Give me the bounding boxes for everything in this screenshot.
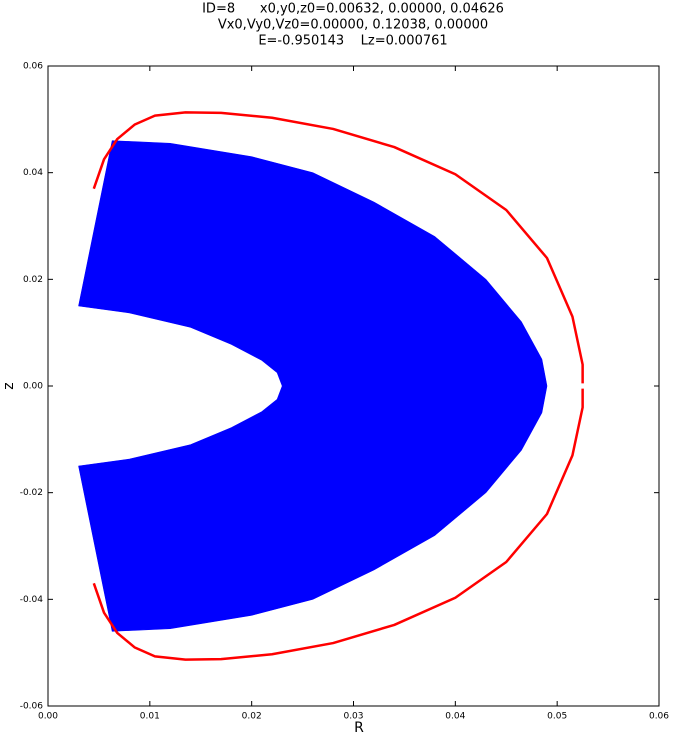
chart-title: E=-0.950143 Lz=0.000761 <box>258 34 447 49</box>
x-tick-label: 0.03 <box>343 712 363 722</box>
x-tick-label: 0.06 <box>649 712 669 722</box>
y-tick-label: 0.06 <box>23 62 43 72</box>
y-tick-label: -0.04 <box>20 595 44 605</box>
y-tick-label: 0.04 <box>23 168 43 178</box>
y-axis-label: z <box>1 382 17 389</box>
y-tick-label: 0.00 <box>23 382 43 392</box>
x-tick-label: 0.04 <box>445 712 465 722</box>
y-tick-label: -0.06 <box>20 702 44 712</box>
x-tick-label: 0.01 <box>140 712 160 722</box>
x-tick-label: 0.02 <box>242 712 262 722</box>
x-axis-label: R <box>354 720 364 736</box>
y-tick-label: -0.02 <box>20 488 43 498</box>
chart-title: ID=8 x0,y0,z0=0.00632, 0.00000, 0.04626 <box>202 2 504 17</box>
chart-title: Vx0,Vy0,Vz0=0.00000, 0.12038, 0.00000 <box>218 18 488 33</box>
orbit-area <box>78 140 548 632</box>
x-tick-label: 0.05 <box>547 712 567 722</box>
y-tick-label: 0.02 <box>23 275 43 285</box>
x-tick-label: 0.00 <box>38 712 58 722</box>
zero-velocity-curve <box>92 111 584 661</box>
